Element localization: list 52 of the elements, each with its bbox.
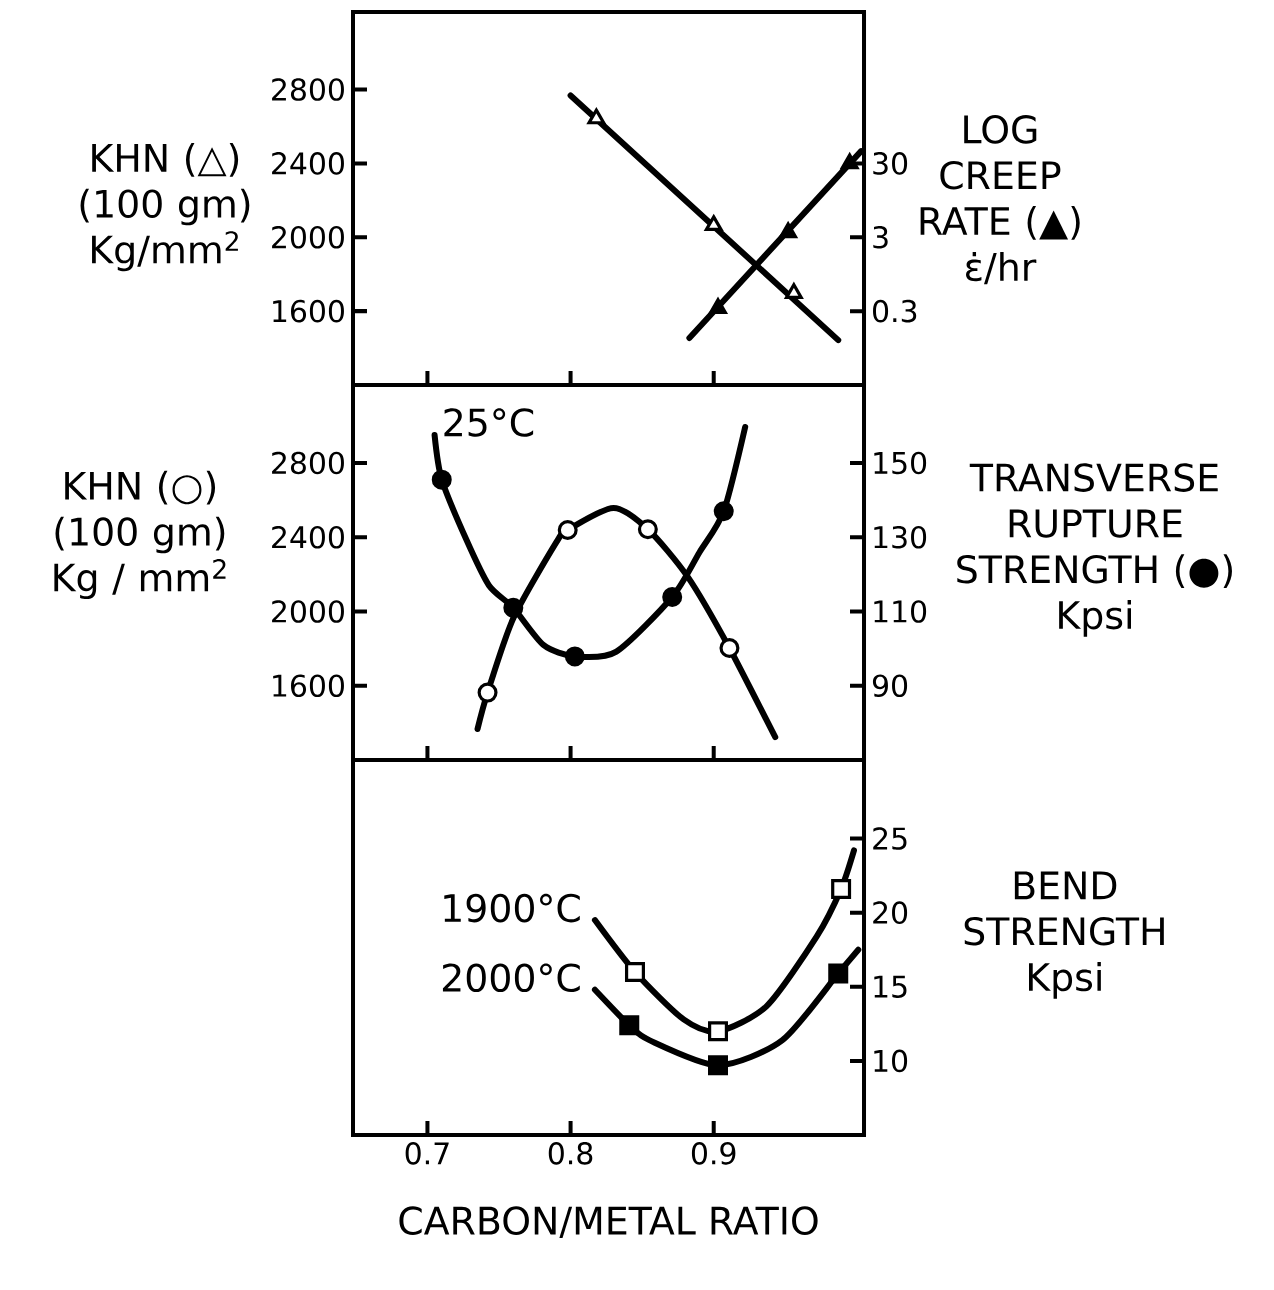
- y-tick-label: 2800: [272, 451, 344, 475]
- y2-tick-label: 30: [873, 152, 908, 175]
- point: [779, 222, 798, 239]
- y-axis-title: KHN (○) (100 gm) Kg / mm$^{2}$: [54, 470, 226, 600]
- point: [704, 215, 723, 232]
- y2-tick-label: 150: [874, 451, 927, 475]
- point: [637, 519, 658, 540]
- y-tick-label: 2000: [272, 600, 344, 623]
- y2-tick-label: 0.3: [873, 299, 917, 323]
- y2-tick-label: 10: [874, 1049, 908, 1073]
- point: [719, 638, 740, 659]
- y-tick-label: 1600: [273, 299, 344, 323]
- y-tick-label: 2800: [272, 78, 344, 101]
- x-axis-title: CARBON/METAL RATIO: [399, 1206, 818, 1238]
- y2-tick-label: 25: [873, 827, 907, 850]
- point: [477, 682, 498, 703]
- annotation: 25°C: [444, 408, 534, 437]
- point: [828, 963, 849, 984]
- y-tick-label: 2400: [272, 525, 344, 549]
- point: [587, 108, 606, 125]
- x-tick-label: 0.7: [405, 1142, 449, 1165]
- y2-axis-title: TRANSVERSE RUPTURE STRENGTH (●) Kpsi: [957, 463, 1232, 637]
- point: [784, 283, 803, 300]
- point: [619, 1015, 640, 1036]
- point: [662, 586, 683, 607]
- y2-tick-label: 130: [874, 525, 927, 549]
- y2-tick-label: 110: [874, 600, 927, 623]
- y-axis-title: KHN (△) (100 gm) Kg/mm$^{2}$: [80, 142, 250, 272]
- x-tick-label: 0.8: [548, 1142, 593, 1165]
- point: [709, 298, 727, 314]
- series-label: 2000°C: [442, 963, 580, 993]
- y-tick-label: 2000: [272, 225, 344, 249]
- y2-tick-label: 90: [872, 674, 908, 698]
- point: [840, 153, 859, 170]
- point: [564, 646, 585, 667]
- point: [708, 1055, 729, 1076]
- point: [708, 1021, 729, 1042]
- y-tick-label: 2400: [272, 152, 344, 175]
- series-label: 1900°C: [444, 893, 580, 923]
- y2-tick-label: 20: [873, 901, 908, 924]
- point: [557, 519, 578, 540]
- y-tick-label: 1600: [273, 674, 344, 698]
- y2-tick-label: 3: [873, 225, 888, 249]
- y2-axis-title: LOG CREEP RATE (▲) ε̇/hr: [920, 115, 1080, 285]
- y2-tick-label: 15: [874, 975, 907, 998]
- point: [624, 961, 645, 982]
- x-tick-label: 0.9: [691, 1142, 736, 1165]
- y2-axis-title: BEND STRENGTH Kpsi: [964, 871, 1164, 999]
- point: [431, 469, 452, 490]
- point: [503, 597, 524, 618]
- point: [713, 501, 734, 522]
- point: [831, 878, 852, 899]
